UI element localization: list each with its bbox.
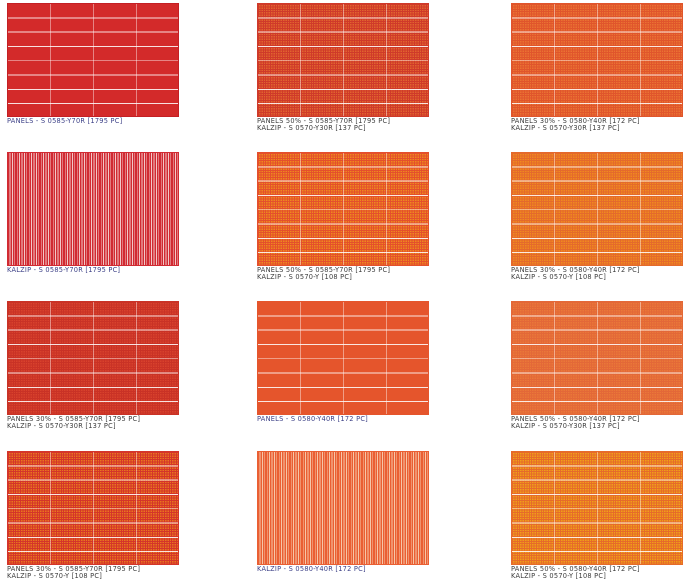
caption-line: KALZIP - S 0570-Y30R [137 PC] <box>7 422 116 431</box>
caption-line: PANELS 50% - S 0580-Y40R [172 PC] <box>511 565 640 573</box>
swatch-card: PANELS 30% - S 0585-Y70R [1795 PC] KALZIP… <box>7 451 179 580</box>
swatch-card: PANELS 50% - S 0585-Y70R [1795 PC] KALZIP… <box>257 152 429 281</box>
color-swatch <box>7 451 179 565</box>
color-swatch <box>7 301 179 415</box>
swatch-card: PANELS - S 0585-Y70R [1795 PC] <box>7 3 179 125</box>
caption-line: KALZIP - S 0570-Y [108 PC] <box>257 273 353 282</box>
swatch-card: PANELS - S 0580-Y40R [172 PC] <box>257 301 429 423</box>
caption-line: KALZIP - S 0570-Y [108 PC] <box>511 572 607 580</box>
color-swatch <box>257 152 429 266</box>
caption-line: PANELS 30% - S 0580-Y40R [172 PC] <box>511 117 640 125</box>
color-swatch <box>511 3 683 117</box>
swatch-caption: PANELS 50% - S 0585-Y70R [1795 PC] KALZIP… <box>257 117 429 133</box>
caption-line: PANELS 50% - S 0580-Y40R [172 PC] <box>511 415 640 423</box>
caption-line: KALZIP - S 0570-Y30R [137 PC] <box>257 124 366 133</box>
swatch-card: PANELS 50% - S 0580-Y40R [172 PC] KALZIP … <box>511 451 683 580</box>
swatch-caption: PANELS 30% - S 0580-Y40R [172 PC] KALZIP … <box>511 117 683 133</box>
swatch-caption: PANELS 30% - S 0585-Y70R [1795 PC] KALZIP… <box>7 415 179 431</box>
caption-line: KALZIP - S 0570-Y30R [137 PC] <box>511 422 620 431</box>
swatch-card: KALZIP - S 0585-Y70R [1795 PC] <box>7 152 179 274</box>
caption-line: KALZIP - S 0570-Y30R [137 PC] <box>511 124 620 133</box>
swatch-card: PANELS 30% - S 0585-Y70R [1795 PC] KALZIP… <box>7 301 179 430</box>
swatch-caption: PANELS - S 0585-Y70R [1795 PC] <box>7 117 179 125</box>
swatch-card: PANELS 30% - S 0580-Y40R [172 PC] KALZIP … <box>511 152 683 281</box>
caption-line: KALZIP - S 0580-Y40R [172 PC] <box>257 565 366 573</box>
caption-line: PANELS 30% - S 0585-Y70R [1795 PC] <box>7 415 141 423</box>
caption-line: KALZIP - S 0585-Y70R [1795 PC] <box>7 266 121 274</box>
color-swatch <box>511 451 683 565</box>
swatch-caption: PANELS 30% - S 0580-Y40R [172 PC] KALZIP … <box>511 266 683 282</box>
swatch-card: PANELS 50% - S 0585-Y70R [1795 PC] KALZIP… <box>257 3 429 132</box>
color-swatch <box>511 152 683 266</box>
swatch-caption: KALZIP - S 0585-Y70R [1795 PC] <box>7 266 179 274</box>
swatch-caption: PANELS 50% - S 0580-Y40R [172 PC] KALZIP … <box>511 415 683 431</box>
caption-line: KALZIP - S 0570-Y [108 PC] <box>7 572 103 580</box>
swatch-caption: PANELS - S 0580-Y40R [172 PC] <box>257 415 429 423</box>
swatch-card: PANELS 50% - S 0580-Y40R [172 PC] KALZIP … <box>511 301 683 430</box>
color-swatch <box>257 451 429 565</box>
color-swatch <box>257 301 429 415</box>
color-swatch <box>7 152 179 266</box>
swatch-caption: PANELS 50% - S 0585-Y70R [1795 PC] KALZIP… <box>257 266 429 282</box>
swatch-caption: KALZIP - S 0580-Y40R [172 PC] <box>257 565 429 573</box>
caption-line: PANELS 50% - S 0585-Y70R [1795 PC] <box>257 266 391 274</box>
swatch-card: PANELS 30% - S 0580-Y40R [172 PC] KALZIP … <box>511 3 683 132</box>
color-swatch <box>7 3 179 117</box>
swatch-caption: PANELS 50% - S 0580-Y40R [172 PC] KALZIP … <box>511 565 683 580</box>
color-swatch <box>257 3 429 117</box>
caption-line: PANELS 30% - S 0585-Y70R [1795 PC] <box>7 565 141 573</box>
caption-line: PANELS 30% - S 0580-Y40R [172 PC] <box>511 266 640 274</box>
caption-line: PANELS 50% - S 0585-Y70R [1795 PC] <box>257 117 391 125</box>
caption-line: KALZIP - S 0570-Y [108 PC] <box>511 273 607 282</box>
swatch-card: KALZIP - S 0580-Y40R [172 PC] <box>257 451 429 573</box>
caption-line: PANELS - S 0585-Y70R [1795 PC] <box>7 117 123 125</box>
swatch-caption: PANELS 30% - S 0585-Y70R [1795 PC] KALZIP… <box>7 565 179 580</box>
caption-line: PANELS - S 0580-Y40R [172 PC] <box>257 415 369 423</box>
color-swatch <box>511 301 683 415</box>
